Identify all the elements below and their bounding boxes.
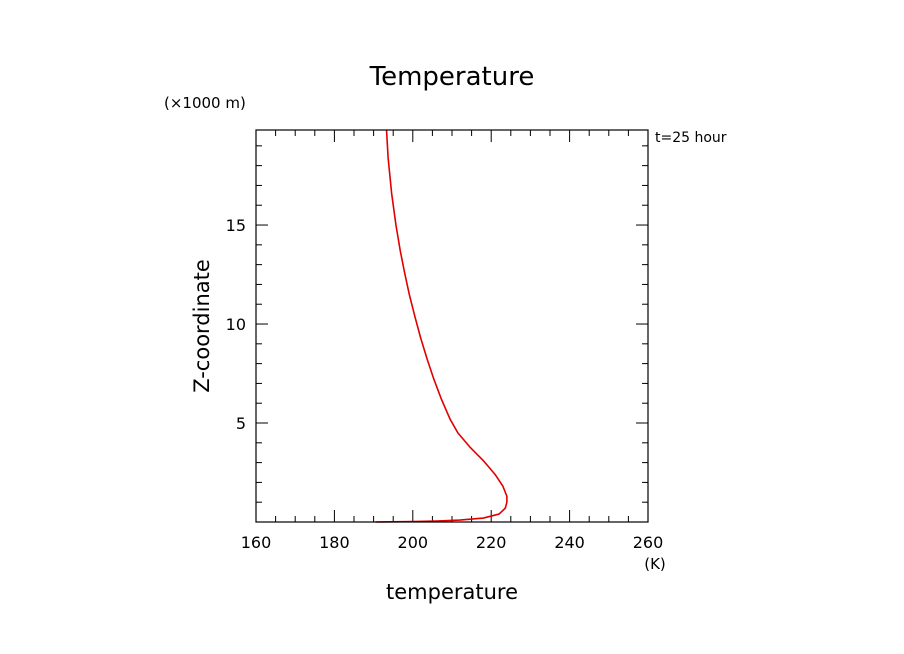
y-axis-title: Z-coordinate bbox=[190, 259, 214, 393]
x-tick-label: 220 bbox=[476, 533, 507, 552]
axis-ticks bbox=[255, 130, 649, 522]
plot-frame bbox=[255, 129, 649, 523]
tick-labels: 160 180 200 220 240 260 5 10 15 bbox=[226, 216, 664, 552]
x-tick-label: 180 bbox=[319, 533, 350, 552]
x-tick-label: 160 bbox=[241, 533, 272, 552]
x-tick-label: 240 bbox=[554, 533, 585, 552]
x-axis-unit: (K) bbox=[644, 555, 666, 573]
y-tick-label: 5 bbox=[236, 414, 246, 433]
time-annotation: t=25 hour bbox=[655, 130, 727, 146]
y-tick-label: 10 bbox=[226, 315, 246, 334]
y-axis-unit: (×1000 m) bbox=[164, 94, 246, 112]
x-axis-title: temperature bbox=[386, 580, 518, 604]
x-tick-label: 260 bbox=[633, 533, 664, 552]
chart-title: Temperature bbox=[369, 62, 535, 92]
temperature-profile-line bbox=[375, 129, 508, 523]
x-tick-label: 200 bbox=[398, 533, 429, 552]
y-tick-label: 15 bbox=[226, 216, 246, 235]
